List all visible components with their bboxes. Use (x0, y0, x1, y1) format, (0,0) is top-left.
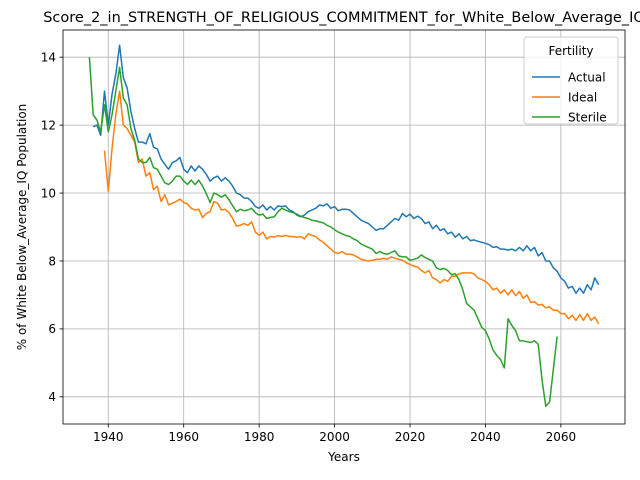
x-tick-label: 2060 (546, 430, 577, 444)
x-tick-label: 2040 (470, 430, 501, 444)
x-tick-label: 1940 (93, 430, 124, 444)
series-line-sterile (88, 57, 558, 408)
series-line-ideal (103, 90, 600, 325)
y-tick-label: 4 (48, 390, 56, 404)
x-tick-label: 2020 (395, 430, 426, 444)
x-axis-ticks: 1940 1960 1980 2000 2020 2040 2060 (93, 424, 576, 444)
y-tick-label: 10 (41, 186, 56, 200)
series-lines (88, 44, 600, 408)
legend: Fertility Actual Ideal Sterile (523, 36, 619, 125)
y-axis-label: % of White Below_Average_IQ Population (15, 104, 29, 351)
x-axis-label: Years (327, 450, 360, 464)
x-tick-label: 1960 (168, 430, 199, 444)
y-axis-ticks: 4 6 8 10 12 14 (41, 50, 63, 404)
series-line-actual (92, 44, 600, 294)
x-tick-label: 1980 (244, 430, 275, 444)
legend-title: Fertility (548, 44, 593, 58)
legend-box (523, 36, 619, 125)
legend-label-sterile: Sterile (568, 110, 607, 124)
axes-frame (62, 29, 626, 425)
legend-items: Actual Ideal Sterile (532, 70, 607, 124)
y-tick-label: 6 (48, 322, 56, 336)
y-tick-label: 12 (41, 118, 56, 132)
legend-label-ideal: Ideal (568, 90, 597, 104)
chart-title: Score_2_in_STRENGTH_OF_RELIGIOUS_COMMITM… (43, 10, 640, 26)
grid-lines (63, 30, 625, 424)
legend-label-actual: Actual (568, 70, 606, 84)
x-tick-label: 2000 (319, 430, 350, 444)
y-tick-label: 8 (48, 254, 56, 268)
y-tick-label: 14 (41, 50, 56, 64)
